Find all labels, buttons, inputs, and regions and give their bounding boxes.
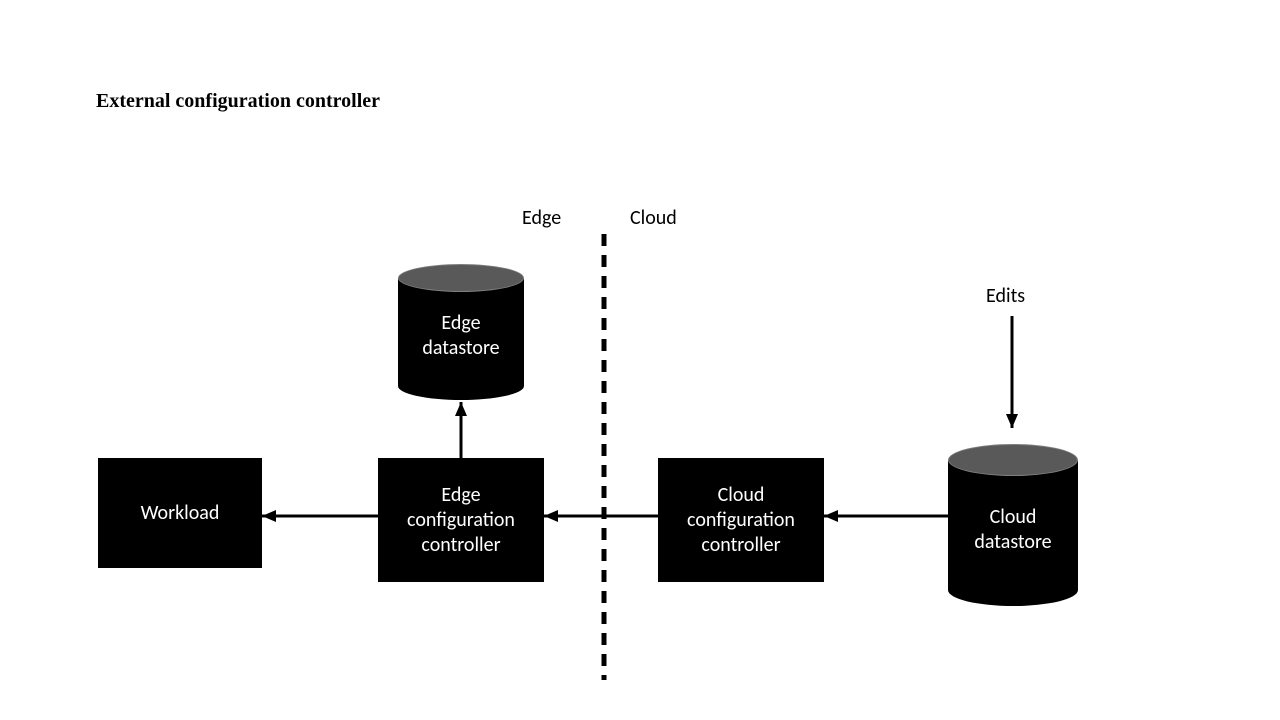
node-cloud-datastore-label: Cloud datastore	[974, 495, 1051, 555]
cylinder-bottom	[948, 574, 1078, 606]
cylinder-bottom	[398, 372, 524, 400]
node-edge-controller-label: Edge configuration controller	[407, 483, 515, 558]
node-cloud-controller: Cloud configuration controller	[658, 458, 824, 582]
node-cloud-datastore: Cloud datastore	[948, 444, 1078, 606]
region-label-edge: Edge	[522, 206, 561, 230]
node-edge-controller: Edge configuration controller	[378, 458, 544, 582]
region-label-cloud: Cloud	[630, 206, 677, 230]
node-workload-label: Workload	[141, 501, 220, 526]
edits-label: Edits	[986, 284, 1025, 308]
node-edge-datastore: Edge datastore	[398, 264, 524, 400]
edges-group	[262, 316, 1012, 516]
diagram-title: External configuration controller	[96, 90, 380, 113]
node-cloud-controller-label: Cloud configuration controller	[687, 483, 795, 558]
cylinder-top	[948, 444, 1078, 476]
node-workload: Workload	[98, 458, 262, 568]
cylinder-top	[398, 264, 524, 292]
node-edge-datastore-label: Edge datastore	[422, 303, 499, 361]
